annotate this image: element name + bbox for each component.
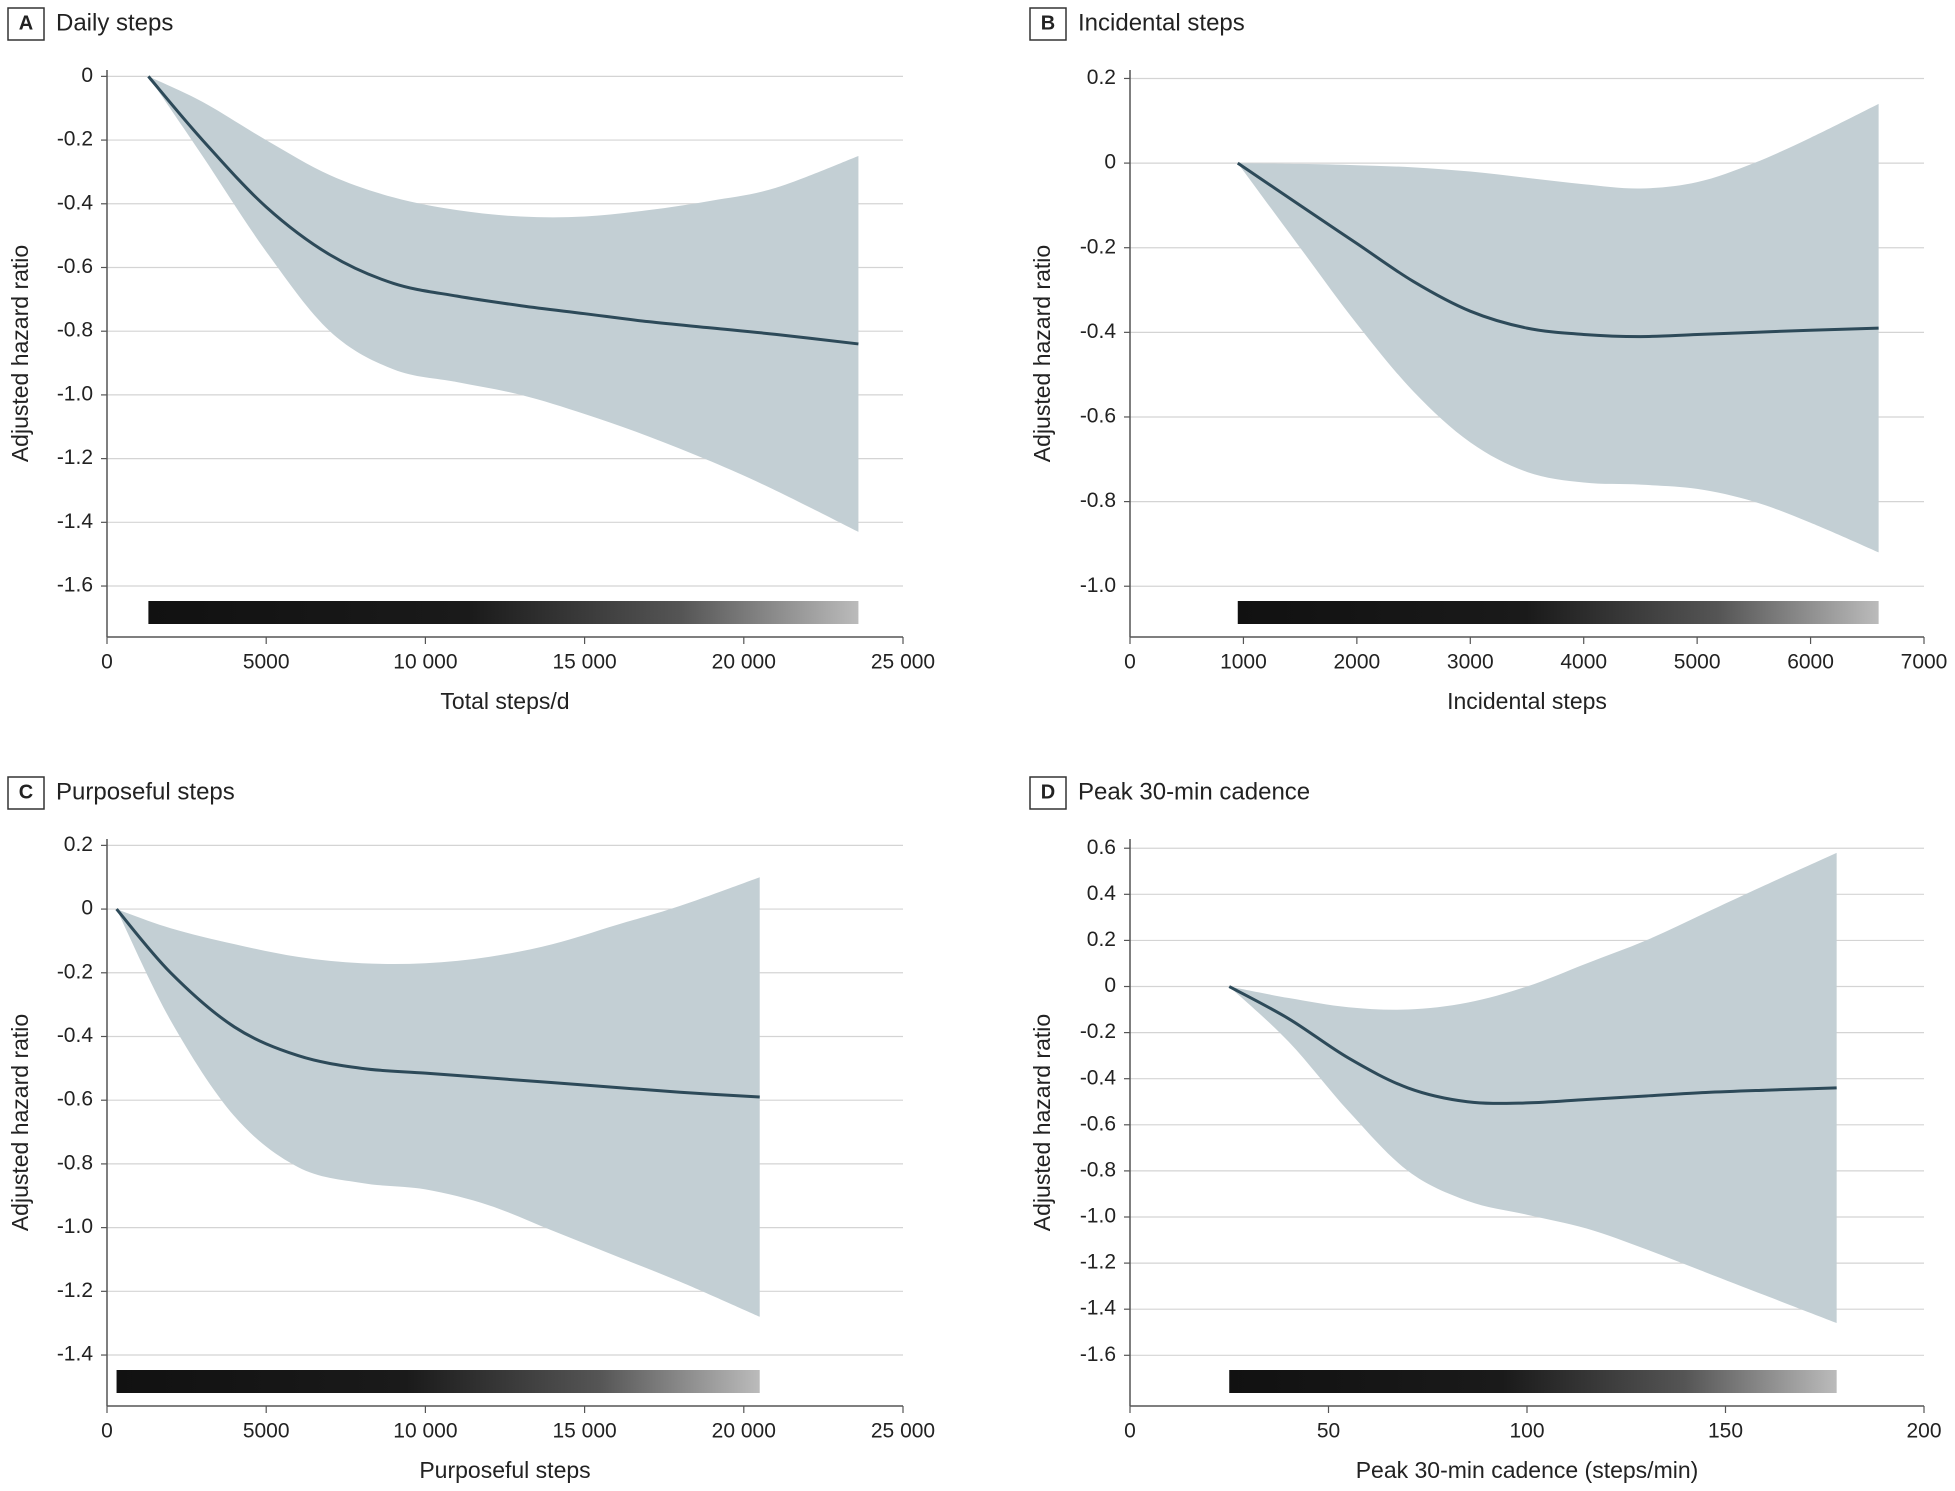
y-tick-label: 0.2: [1087, 928, 1116, 951]
x-tick-label: 0: [1124, 651, 1136, 674]
x-tick-label: 6000: [1787, 651, 1834, 674]
y-tick-label: 0: [81, 64, 93, 87]
y-tick-label: -0.6: [57, 1088, 93, 1111]
x-tick-label: 5000: [243, 1420, 290, 1443]
x-tick-label: 25 000: [871, 651, 935, 674]
y-tick-label: -0.8: [57, 319, 93, 342]
y-tick-label: 0.4: [1087, 882, 1117, 905]
panel-title: Purposeful steps: [56, 778, 235, 805]
x-axis-label: Purposeful steps: [419, 1457, 590, 1483]
panel-letter-box: [7, 776, 45, 810]
y-tick-label: -0.2: [57, 128, 93, 151]
panel-letter: B: [1041, 12, 1055, 34]
y-tick-label: 0.6: [1087, 836, 1116, 859]
y-tick-label: -1.4: [57, 510, 94, 533]
y-tick-label: -1.2: [57, 446, 93, 469]
estimate-line: [115, 908, 760, 1099]
x-axis-label: Total steps/d: [440, 688, 569, 714]
y-tick-label: -0.4: [57, 1024, 94, 1047]
y-tick-label: -1.6: [57, 574, 93, 597]
y-tick-label: -0.6: [57, 255, 93, 278]
x-tick-label: 5000: [1674, 651, 1721, 674]
y-tick-label: -1.6: [1080, 1343, 1116, 1366]
estimate-line: [147, 75, 859, 346]
y-tick-label: -0.4: [1080, 1066, 1117, 1089]
rug-plot: [116, 1370, 760, 1393]
y-tick-label: -1.2: [57, 1279, 93, 1302]
x-tick-label: 25 000: [871, 1420, 935, 1443]
y-tick-label: -1.0: [57, 1215, 93, 1238]
x-tick-label: 0: [101, 1420, 113, 1443]
x-tick-label: 1000: [1220, 651, 1267, 674]
rug-plot: [1229, 1370, 1837, 1393]
x-tick-label: 15 000: [552, 651, 616, 674]
panel-title: Peak 30-min cadence: [1078, 778, 1310, 805]
y-tick-label: -0.2: [57, 960, 93, 983]
y-tick-label: -0.6: [1080, 405, 1116, 428]
x-tick-label: 20 000: [712, 1420, 776, 1443]
panel-letter-box: [1029, 7, 1067, 41]
y-axis-label: Adjusted hazard ratio: [7, 1014, 33, 1231]
x-tick-label: 100: [1509, 1420, 1544, 1443]
y-tick-label: -1.0: [57, 382, 93, 405]
panel-title: Incidental steps: [1078, 9, 1245, 36]
y-tick-label: -0.4: [1080, 320, 1117, 343]
panel-letter-box: [1029, 776, 1067, 810]
y-tick-label: -1.2: [1080, 1251, 1116, 1274]
x-tick-label: 4000: [1560, 651, 1607, 674]
y-tick-label: -1.0: [1080, 1205, 1116, 1228]
panel-letter-box: [7, 7, 45, 41]
x-tick-label: 20 000: [712, 651, 776, 674]
x-tick-label: 0: [101, 651, 113, 674]
x-axis-label: Peak 30-min cadence (steps/min): [1356, 1457, 1699, 1483]
x-tick-label: 200: [1906, 1420, 1941, 1443]
y-tick-label: -0.2: [1080, 235, 1116, 258]
y-tick-label: -0.8: [1080, 1158, 1116, 1181]
x-tick-label: 0: [1124, 1420, 1136, 1443]
y-axis-label: Adjusted hazard ratio: [1029, 1014, 1055, 1231]
y-axis-label: Adjusted hazard ratio: [1029, 245, 1055, 462]
y-tick-label: -0.8: [1080, 489, 1116, 512]
x-tick-label: 5000: [243, 651, 290, 674]
estimate-line: [1228, 985, 1837, 1105]
y-axis-label: Adjusted hazard ratio: [7, 245, 33, 462]
y-tick-label: 0.2: [1087, 66, 1116, 89]
x-tick-label: 2000: [1333, 651, 1380, 674]
y-tick-label: -0.2: [1080, 1020, 1116, 1043]
x-tick-label: 10 000: [393, 651, 457, 674]
rug-plot: [148, 601, 859, 624]
y-tick-label: -1.4: [1080, 1297, 1117, 1320]
y-tick-label: -1.0: [1080, 574, 1116, 597]
panel-letter: D: [1041, 781, 1055, 803]
y-tick-label: 0: [81, 897, 93, 920]
y-tick-label: -0.4: [57, 191, 94, 214]
y-tick-label: -0.8: [57, 1151, 93, 1174]
x-tick-label: 3000: [1447, 651, 1494, 674]
estimate-line: [1236, 161, 1879, 339]
confidence-band: [116, 877, 760, 1317]
x-axis-label: Incidental steps: [1447, 688, 1607, 714]
x-tick-label: 15 000: [552, 1420, 616, 1443]
panel-letter: C: [19, 781, 33, 803]
y-tick-label: 0: [1104, 974, 1116, 997]
x-tick-label: 10 000: [393, 1420, 457, 1443]
x-tick-label: 7000: [1901, 651, 1948, 674]
rug-plot: [1237, 601, 1879, 624]
x-tick-label: 50: [1317, 1420, 1340, 1443]
y-tick-label: -0.6: [1080, 1112, 1116, 1135]
x-tick-label: 150: [1708, 1420, 1743, 1443]
panel-title: Daily steps: [56, 9, 173, 36]
y-tick-label: -1.4: [57, 1343, 94, 1366]
y-tick-label: 0: [1104, 151, 1116, 174]
confidence-band: [1229, 852, 1837, 1324]
y-tick-label: 0.2: [64, 833, 93, 856]
confidence-band: [1237, 103, 1879, 553]
panel-letter: A: [19, 12, 33, 34]
